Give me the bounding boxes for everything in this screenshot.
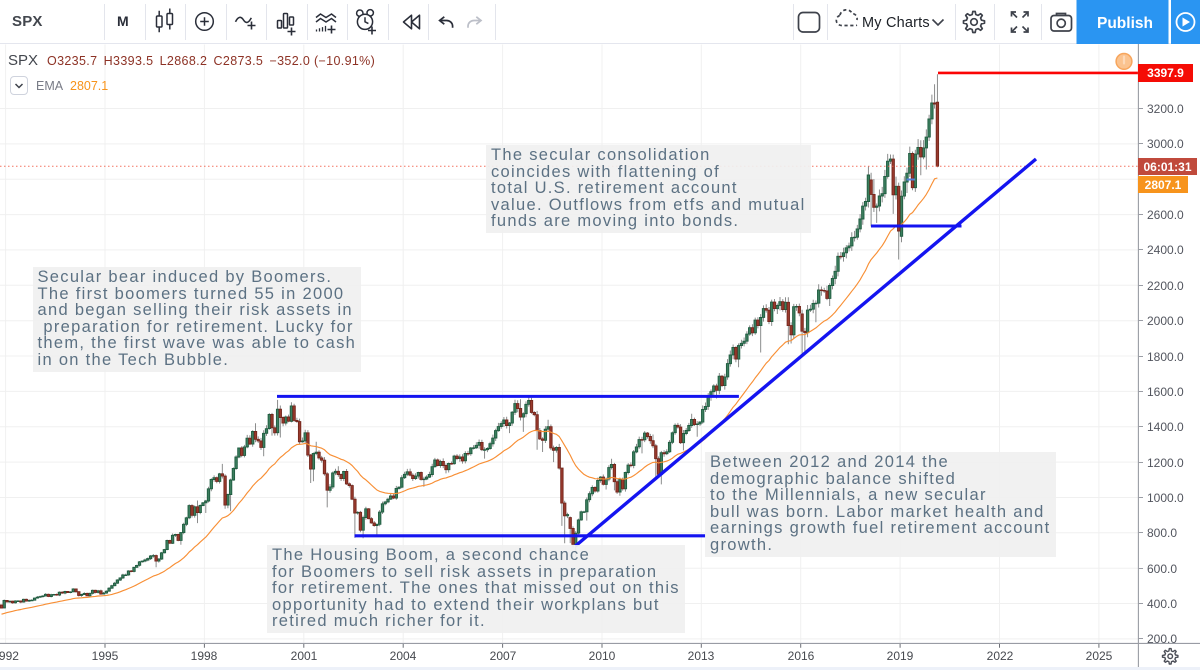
svg-text:Publish: Publish xyxy=(1097,15,1153,32)
svg-text:My Charts: My Charts xyxy=(862,15,930,31)
